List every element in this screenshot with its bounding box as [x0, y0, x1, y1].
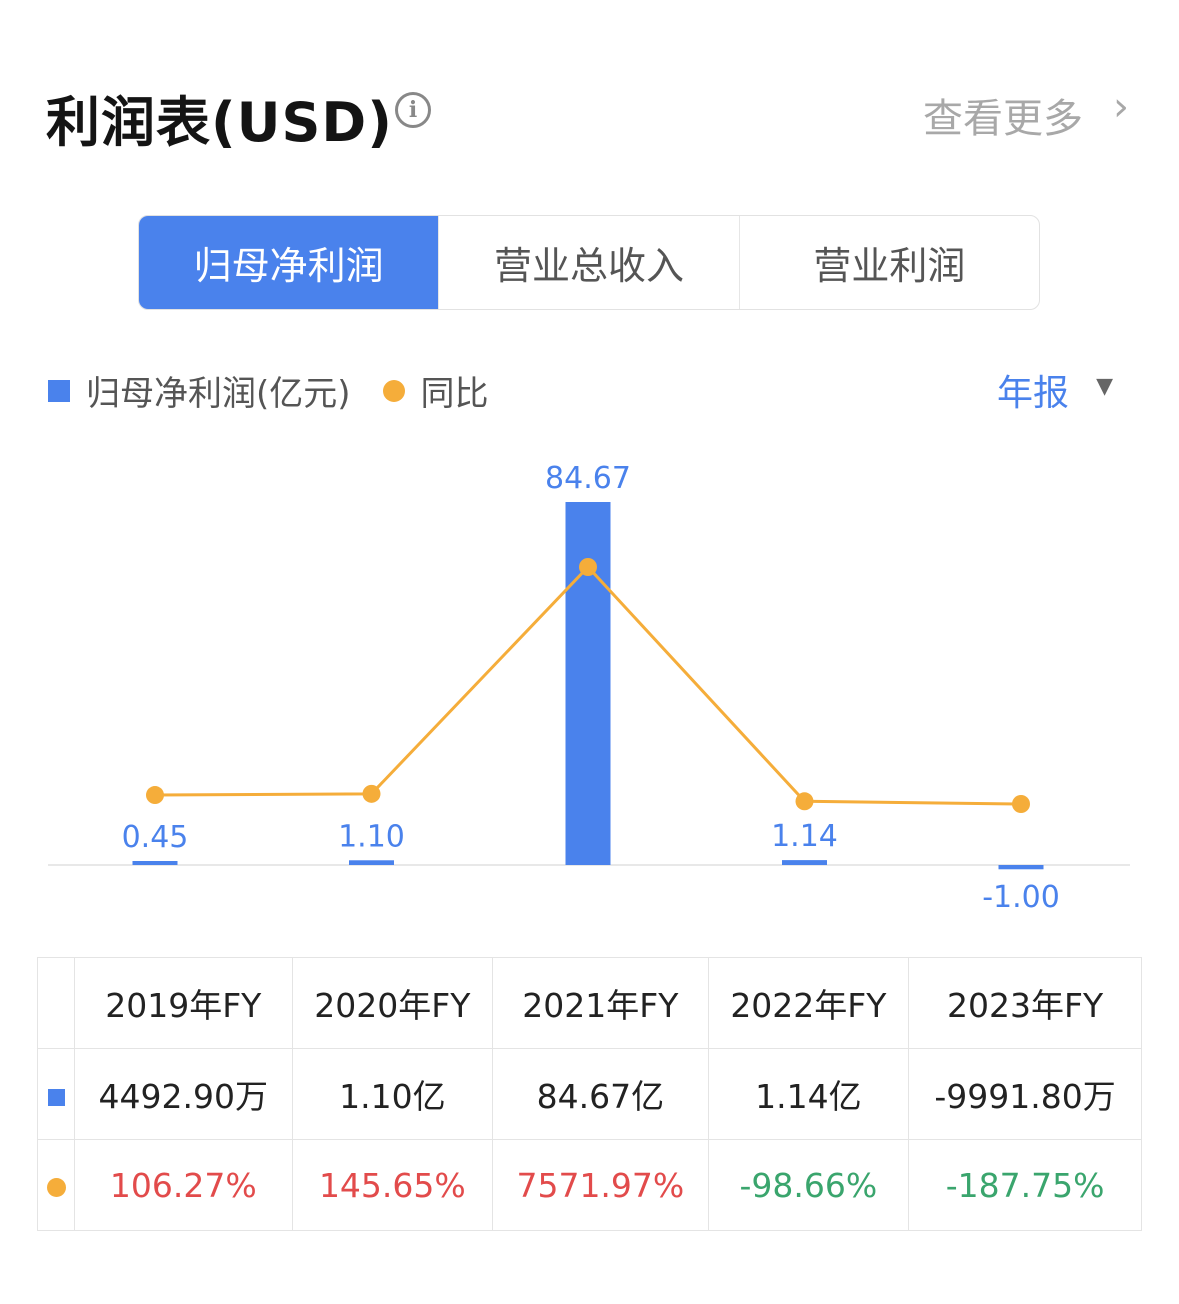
bar	[132, 861, 178, 865]
caret-down-icon[interactable]: ▼	[1096, 374, 1113, 399]
table-cell: 4492.90万	[74, 1048, 293, 1140]
legend-line-label: 同比	[420, 374, 489, 414]
bar-label: 1.10	[338, 819, 405, 854]
bar	[782, 860, 827, 865]
table-cell: 84.67亿	[492, 1048, 709, 1140]
page-title: 利润表(USD)	[46, 91, 393, 154]
yoy-point	[146, 786, 164, 805]
view-more-link[interactable]: 查看更多	[923, 96, 1083, 142]
info-icon[interactable]: i	[395, 92, 431, 128]
table-header: 2022年FY	[707, 957, 910, 1049]
tab-net-profit[interactable]: 归母净利润	[139, 216, 439, 309]
table-cell: -98.66%	[707, 1139, 910, 1231]
tab-operating-profit[interactable]: 营业利润	[738, 216, 1039, 309]
yoy-point	[1012, 795, 1030, 813]
period-value: 年报	[996, 373, 1069, 414]
bar-label: 1.14	[771, 819, 838, 854]
table-cell: 1.14亿	[707, 1048, 910, 1140]
bar	[349, 860, 394, 865]
yoy-point	[362, 784, 381, 803]
bar-label: -1.00	[982, 880, 1060, 915]
bar	[998, 865, 1044, 870]
yoy-point	[579, 558, 597, 576]
table-cell: -9991.80万	[908, 1048, 1142, 1140]
data-table: 2019年FY 2020年FY 2021年FY 2022年FY 2023年FY …	[37, 957, 1142, 1231]
table-cell: -187.75%	[908, 1139, 1142, 1231]
table-cell: 7571.97%	[492, 1139, 709, 1231]
chart: 0.45 1.10 84.67 1.14 -1.00	[48, 461, 1130, 915]
legend-bar-swatch	[48, 379, 70, 402]
bar-marker-icon	[47, 1088, 65, 1106]
table-header: 2023年FY	[908, 957, 1142, 1049]
chevron-right-icon[interactable]: ›	[1113, 84, 1129, 130]
tab-total-revenue[interactable]: 营业总收入	[438, 216, 738, 309]
legend-line-swatch	[382, 379, 405, 402]
table-row: 4492.90万 1.10亿 84.67亿 1.14亿 -9991.80万	[37, 1048, 1142, 1140]
legend-bar-label: 归母净利润(亿元)	[86, 374, 351, 414]
table-header: 2020年FY	[291, 957, 494, 1049]
line-marker-icon	[46, 1177, 66, 1197]
yoy-point	[795, 792, 814, 811]
bar-label: 0.45	[122, 820, 189, 855]
table-header-row: 2019年FY 2020年FY 2021年FY 2022年FY 2023年FY	[37, 957, 1142, 1049]
chart-legend: 归母净利润(亿元) 同比	[48, 366, 489, 415]
table-cell: 106.27%	[74, 1139, 293, 1231]
metric-tabs: 归母净利润 营业总收入 营业利润	[138, 215, 1040, 310]
table-corner	[37, 957, 75, 1049]
bar	[565, 502, 611, 865]
table-row: 106.27% 145.65% 7571.97% -98.66% -187.75…	[37, 1139, 1142, 1231]
bar-label: 84.67	[545, 461, 631, 496]
table-header: 2021年FY	[492, 957, 709, 1049]
table-header: 2019年FY	[74, 957, 293, 1049]
period-select[interactable]: 年报	[997, 364, 1113, 416]
table-cell: 145.65%	[291, 1139, 494, 1231]
table-cell: 1.10亿	[291, 1048, 494, 1140]
